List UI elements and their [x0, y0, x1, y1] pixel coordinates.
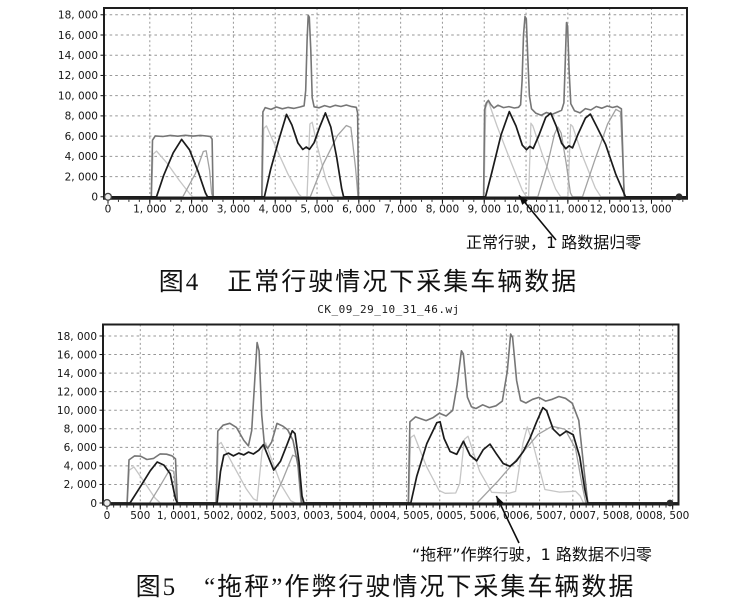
chart-figure4: 0 1, 000 2, 000 3, 000 4, 000 5, 000 6, 000 7, … [58, 7, 688, 241]
figure5-annotation-label: “拖秤”作弊行驶，1 路数据不归零 [412, 545, 652, 564]
y-tick-label: 2, 000 [65, 171, 98, 183]
y-tick-label: 14, 000 [57, 368, 97, 380]
y-tick-label: 0 [91, 192, 98, 204]
figure5-caption: 图5 “拖秤”作弊行驶情况下采集车辆数据 [135, 574, 636, 601]
y-tick-label: 18, 000 [58, 10, 98, 22]
x-tick-label: 3, 000 [290, 510, 323, 522]
figure4-annotation-label: 正常行驶，1 路数据归零 [466, 233, 642, 252]
x-tick-label: 9, 000 [468, 203, 501, 215]
y-tick-label: 0 [90, 498, 97, 510]
x-tick-label: 12, 000 [590, 203, 630, 215]
series-channel-2-black [107, 110, 688, 198]
y-tick-label: 2, 000 [64, 479, 97, 491]
series-channel-2-black [106, 406, 679, 504]
y-tick-label: 12, 000 [58, 70, 98, 82]
x-tick-label: 11, 000 [548, 203, 588, 215]
series-channel-3-mid [106, 425, 679, 504]
plot-border [102, 323, 680, 505]
figure4-caption: 图4 正常行驶情况下采集车辆数据 [158, 269, 579, 296]
x-tick-label: 2, 000 [175, 203, 208, 215]
y-tick-label: 18, 000 [57, 331, 97, 343]
x-tick-label: 7, 000 [384, 203, 417, 215]
figure5-chart-title: CK_09_29_10_31_46.wj [317, 303, 460, 316]
x-tick-label: 4, 000 [259, 203, 292, 215]
y-tick-label: 16, 000 [57, 349, 97, 361]
x-tick-label: 6, 000 [342, 203, 375, 215]
x-tick-label: 0 [104, 510, 111, 522]
y-tick-label: 10, 000 [58, 90, 98, 102]
x-tick-label: 10, 000 [506, 203, 546, 215]
x-tick-label: 1, 500 [190, 510, 223, 522]
x-tick-label: 13, 000 [631, 203, 671, 215]
annotation-arrowhead [518, 195, 528, 205]
y-tick-label: 12, 000 [57, 386, 97, 398]
series-channel-sum-envelope [107, 14, 688, 198]
x-tick-label: 4, 000 [356, 510, 389, 522]
y-tick-label: 16, 000 [58, 30, 98, 42]
series-channel-1-light [107, 100, 688, 198]
x-tick-label: 0 [105, 203, 112, 215]
x-tick-label: 2, 000 [223, 510, 256, 522]
x-tick-label: 8, 000 [426, 203, 459, 215]
chart-figure5: 0 500 1, 000 1, 500 2, 000 2, 500 3, 000 3, 500… [57, 323, 689, 544]
x-tick-label: 8, 000 [623, 510, 656, 522]
x-tick-label: 5, 000 [300, 203, 333, 215]
y-tick-label: 8, 000 [64, 424, 97, 436]
x-tick-label: 1, 000 [157, 510, 190, 522]
annotation-arrowhead [496, 495, 504, 507]
series-channel-1-light [106, 426, 679, 504]
end-marker [675, 193, 683, 201]
series-channel-3-mid [107, 108, 688, 198]
origin-marker [103, 192, 113, 201]
x-tick-label: 4, 500 [390, 510, 423, 522]
x-tick-label: 2, 500 [257, 510, 290, 522]
y-tick-label: 4, 000 [64, 461, 97, 473]
series-channel-sum-envelope [106, 333, 679, 504]
x-tick-label: 3, 500 [323, 510, 356, 522]
annotation-arrow [518, 194, 557, 241]
x-tick-label: 5, 500 [456, 510, 489, 522]
x-tick-label: 7, 500 [589, 510, 622, 522]
x-tick-label: 1, 000 [133, 203, 166, 215]
y-tick-label: 6, 000 [65, 131, 98, 143]
x-tick-label: 3, 000 [217, 203, 250, 215]
y-tick-label: 6, 000 [64, 442, 97, 454]
y-tick-label: 14, 000 [58, 50, 98, 62]
x-tick-label: 5, 000 [423, 510, 456, 522]
x-tick-label: 6, 500 [523, 510, 556, 522]
end-marker [666, 499, 674, 507]
x-tick-label: 500 [130, 510, 150, 522]
x-tick-label: 8, 500 [656, 510, 689, 522]
y-tick-label: 10, 000 [57, 405, 97, 417]
origin-marker [102, 498, 112, 508]
y-tick-label: 8, 000 [65, 111, 98, 123]
x-tick-label: 7, 000 [556, 510, 589, 522]
y-tick-label: 4, 000 [65, 151, 98, 163]
